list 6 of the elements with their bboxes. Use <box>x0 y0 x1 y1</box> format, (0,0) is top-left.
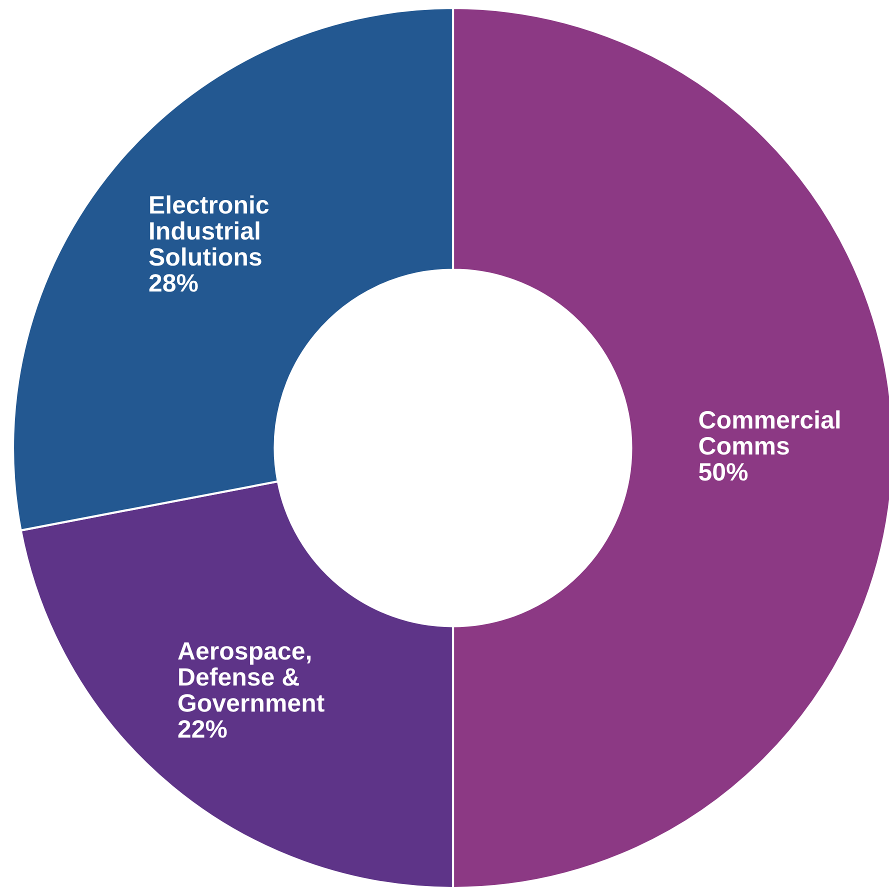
slice-label: Commercial Comms <box>699 410 840 455</box>
data-label: 22% <box>178 720 227 738</box>
slice-label: Electronic Industrial Solutions <box>149 195 269 266</box>
data-label: 50% <box>699 463 748 481</box>
slice-label: Aerospace, Defense & Government <box>178 642 324 712</box>
data-label: 28% <box>149 274 198 292</box>
